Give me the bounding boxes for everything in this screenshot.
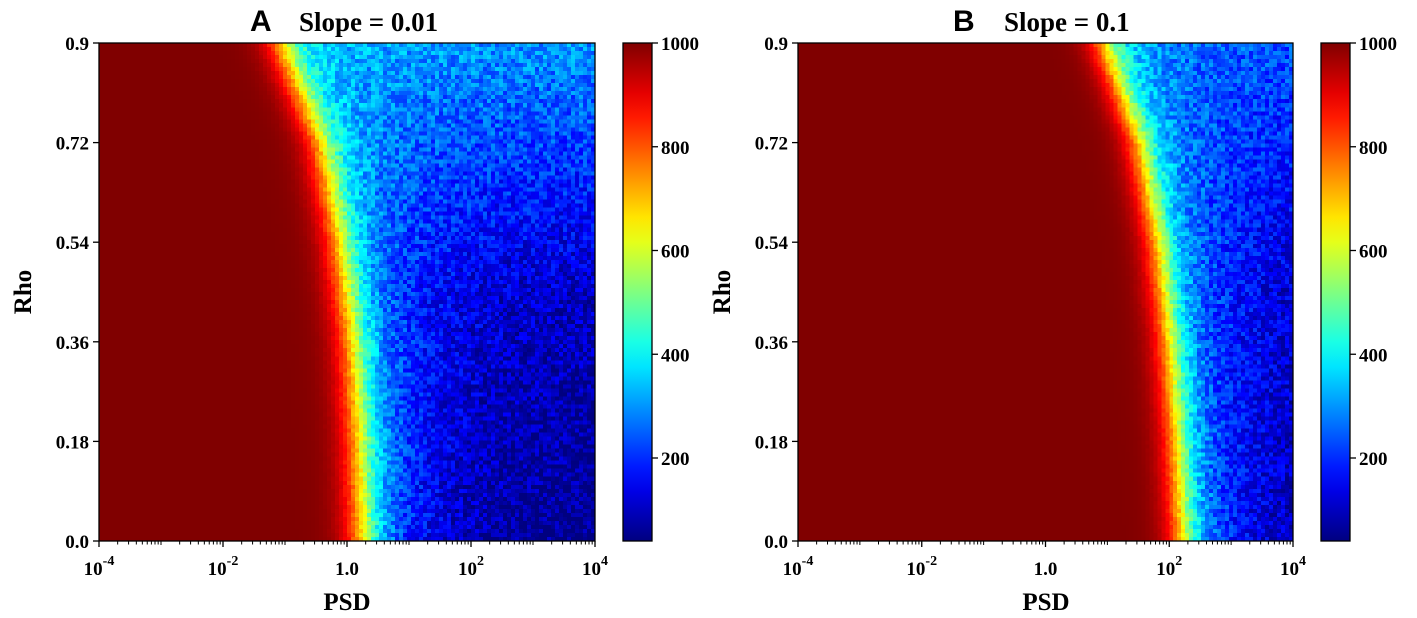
panel-b-colorbar (1320, 42, 1351, 542)
panel-a-colorbar-tick-label: 1000 (661, 34, 699, 55)
panel-a-colorbar-tick-label: 800 (661, 138, 690, 159)
panel-b-x-tick-label: 10-4 (783, 554, 814, 580)
panel-b-heatmap (798, 43, 1293, 541)
panel-a-colorbar-tick-label: 400 (661, 345, 690, 366)
panel-a-colorbar-tick-label: 600 (661, 242, 690, 263)
panel-b-colorbar-tick-label: 1000 (1359, 34, 1397, 55)
panel-a-title: Slope = 0.01 (299, 7, 438, 37)
panel-b-x-tick-label: 10-2 (906, 554, 937, 580)
panel-b-y-axis-label: Rho (709, 270, 736, 314)
panel-a-colorbar-tick-label: 200 (661, 449, 690, 470)
panel-a-heatmap (99, 43, 595, 541)
panel-a-letter: A (250, 5, 272, 38)
panel-b-y-tick-label: 0.36 (755, 333, 788, 354)
panel-a: A Slope = 0.01 Rho PSD 0.0 0.18 0.36 0.54 0.… (10, 5, 699, 616)
panel-a-x-tick-label: 104 (582, 554, 608, 580)
panel-b-y-tick-label: 0.9 (764, 34, 788, 55)
panel-b-colorbar-tick-label: 400 (1359, 345, 1388, 366)
panel-b-x-tick-label: 102 (1156, 554, 1182, 580)
panel-b-x-axis-label: PSD (1022, 589, 1069, 616)
panel-b-letter: B (953, 5, 975, 38)
panel-b-y-tick-label: 0.18 (755, 432, 788, 453)
panel-b-x-tick-label: 1.0 (1034, 559, 1058, 580)
panel-a-y-tick-label: 0.18 (56, 432, 89, 453)
panel-a-colorbar (622, 42, 653, 542)
panel-a-x-tick-label: 10-2 (208, 554, 239, 580)
panel-a-x-tick-label: 1.0 (335, 559, 359, 580)
panel-a-y-tick-label: 0.9 (65, 34, 89, 55)
panel-b-colorbar-tick-label: 600 (1359, 242, 1388, 263)
panel-b-colorbar-tick-label: 800 (1359, 138, 1388, 159)
panel-b-x-tick-label: 104 (1280, 554, 1306, 580)
panel-b: B Slope = 0.1 Rho PSD 0.0 0.18 0.36 0.54 0.7… (709, 5, 1397, 616)
panel-b-title: Slope = 0.1 (1004, 7, 1130, 37)
panel-a-y-axis-label: Rho (10, 270, 37, 314)
panel-a-x-tick-label: 102 (458, 554, 484, 580)
panel-a-x-axis-label: PSD (323, 589, 370, 616)
panel-b-y-tick-label: 0.0 (764, 532, 788, 553)
panel-b-y-tick-label: 0.72 (755, 134, 788, 155)
panel-b-colorbar-tick-label: 200 (1359, 449, 1388, 470)
panel-a-y-tick-label: 0.0 (65, 532, 89, 553)
panel-a-y-tick-label: 0.54 (56, 233, 90, 254)
panel-b-y-tick-label: 0.54 (755, 233, 789, 254)
panel-a-x-tick-label: 10-4 (84, 554, 115, 580)
panel-a-y-tick-label: 0.36 (56, 333, 89, 354)
panel-a-y-tick-label: 0.72 (56, 134, 89, 155)
